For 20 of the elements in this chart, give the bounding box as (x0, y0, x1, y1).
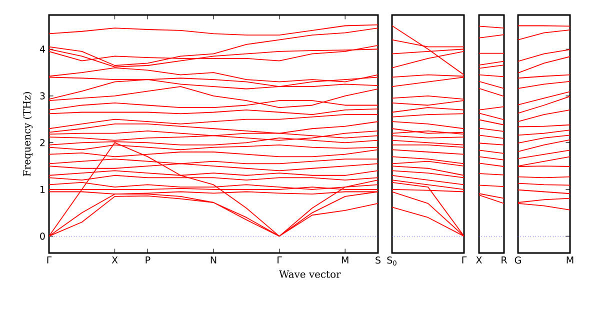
x-axis-title: Wave vector (279, 270, 341, 278)
x-tick-label: N (210, 256, 216, 264)
x-tick-label: P (146, 256, 150, 264)
x-tick-label: Γ (278, 256, 282, 264)
x-tick-label: X (476, 256, 482, 264)
y-tick-label: 2 (40, 139, 45, 146)
x-tick-label: M (342, 256, 348, 264)
y-tick-label: 1 (40, 186, 45, 193)
y-tick-label: 4 (40, 46, 45, 53)
x-tick-label: R (502, 256, 508, 264)
y-axis-title: Frequency (THz) (22, 92, 33, 176)
x-tick-label: Γ (47, 256, 52, 264)
x-tick-label: M (566, 256, 574, 264)
x-tick-label: G (514, 256, 521, 264)
y-tick-label: 0 (40, 232, 45, 240)
x-tick-label: S$_{0}$ (387, 256, 396, 266)
y-tick-label: 3 (40, 92, 45, 100)
x-tick-label: Γ (462, 256, 467, 264)
x-tick-label: S (376, 256, 380, 264)
x-tick-label: X (112, 256, 118, 264)
